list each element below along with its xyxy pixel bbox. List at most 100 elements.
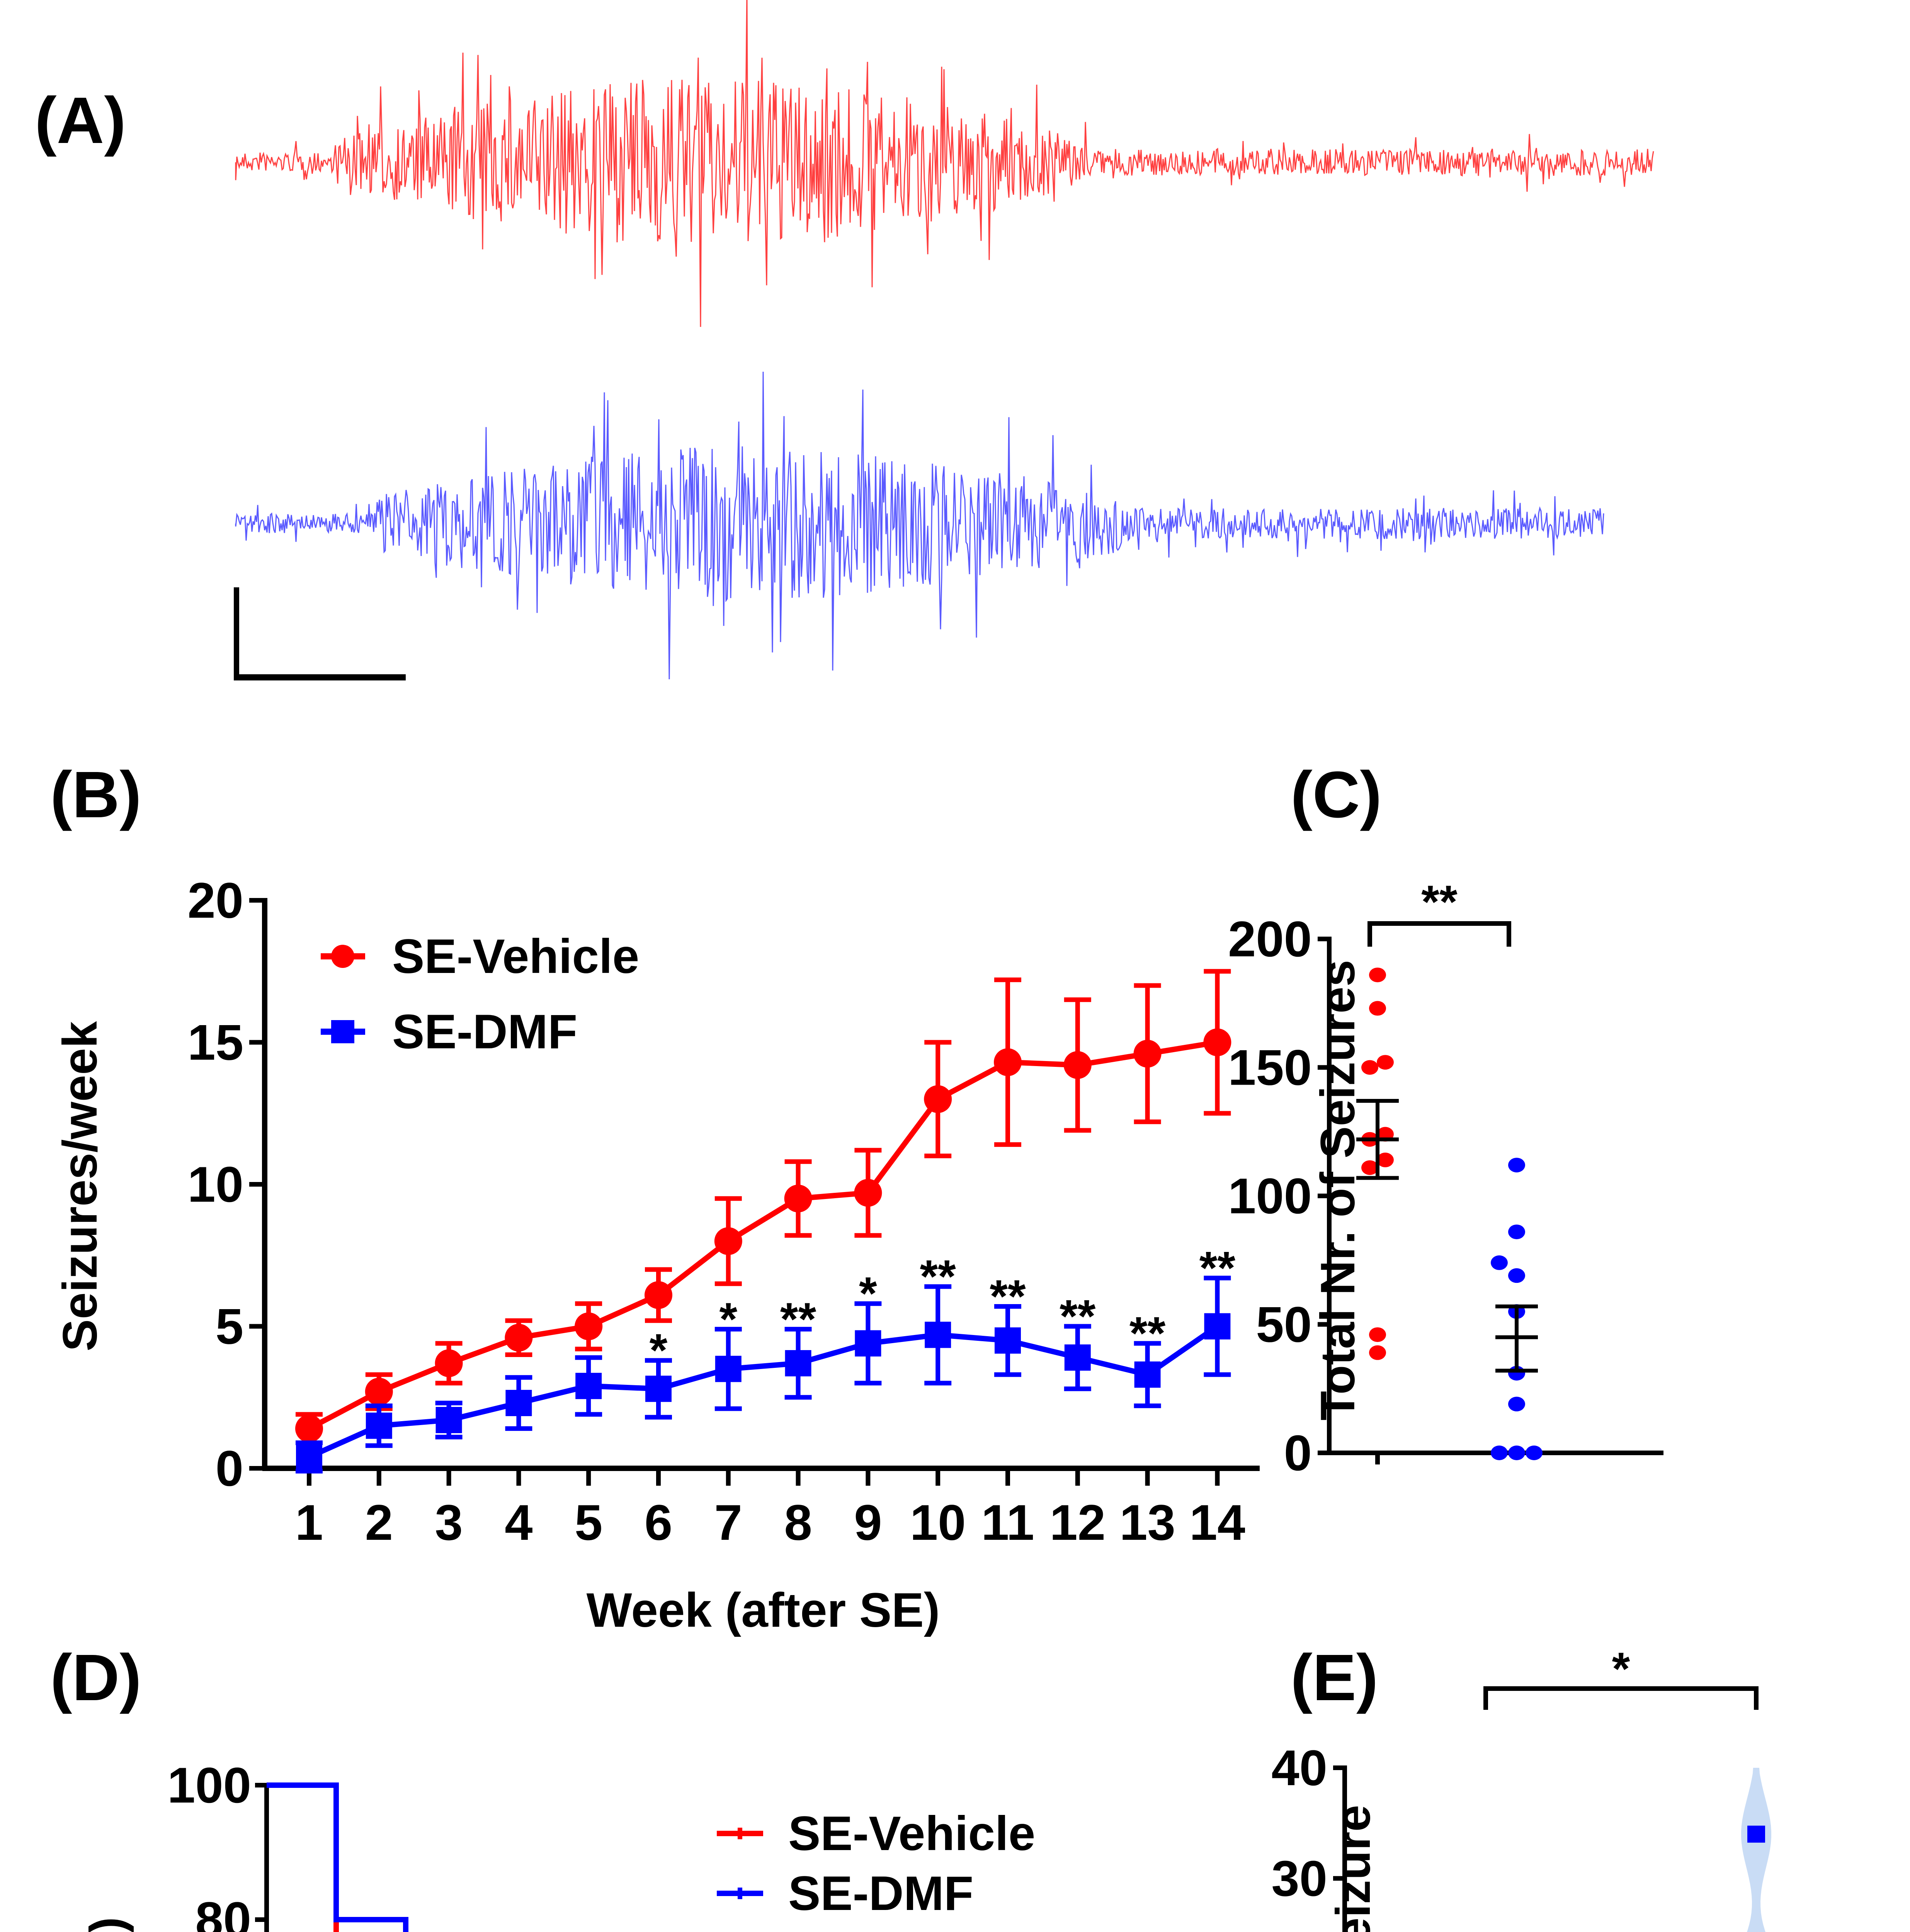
y-tick-label: 200	[1228, 911, 1312, 967]
violin-dmf	[1741, 1768, 1772, 1932]
panel-label-e: (E)	[1291, 1641, 1378, 1714]
legend-label-dmf-d: SE-DMF	[788, 1867, 973, 1920]
significance-label-c: **	[1421, 876, 1458, 928]
data-point-dmf	[1508, 1396, 1525, 1412]
data-point-vehicle	[854, 1179, 882, 1207]
data-point-vehicle	[1369, 1345, 1386, 1360]
significance-annotation: **	[1060, 1291, 1096, 1342]
data-point-vehicle	[1377, 1152, 1394, 1167]
x-tick-label: 12	[1049, 1494, 1106, 1551]
x-tick-label: 3	[435, 1494, 463, 1551]
y-tick-label: 100	[167, 1757, 251, 1813]
eeg-trace-dmf	[235, 371, 1604, 680]
x-tick-label: 4	[505, 1494, 532, 1551]
x-tick-label: 6	[645, 1494, 672, 1551]
y-tick-label: 20	[187, 872, 243, 929]
data-point-dmf	[995, 1327, 1021, 1354]
significance-label-e: *	[1612, 1643, 1630, 1695]
data-point-dmf	[435, 1407, 462, 1434]
panel-label-d: (D)	[50, 1641, 141, 1714]
y-tick-label: 80	[195, 1891, 251, 1932]
data-point-vehicle	[714, 1227, 742, 1255]
panel-label-b: (B)	[50, 758, 141, 832]
x-tick-label: 13	[1119, 1494, 1175, 1551]
significance-annotation: *	[859, 1268, 877, 1320]
legend-marker-vehicle	[331, 945, 354, 968]
x-tick-label: 5	[575, 1494, 602, 1551]
y-tick-label: 10	[187, 1156, 243, 1213]
panel-label-c: (C)	[1291, 758, 1382, 832]
panel-c-ylabel: Total Nr. of Seizures	[1311, 960, 1365, 1420]
significance-bracket-e	[1483, 1686, 1759, 1710]
panel-b-legend: SE-Vehicle SE-DMF	[321, 930, 639, 1059]
data-point-dmf	[715, 1355, 742, 1382]
data-point-dmf	[575, 1372, 602, 1399]
significance-annotation: *	[719, 1293, 737, 1345]
data-point-dmf	[1134, 1361, 1161, 1388]
panel-e-days-until-first-seizure: Days until 1st seizure 010203040 * SE-Ve…	[1271, 1643, 1772, 1932]
data-point-dmf	[1508, 1158, 1525, 1173]
x-tick-label: 1	[295, 1494, 323, 1551]
x-tick-label: 10	[910, 1494, 966, 1551]
significance-annotation: **	[990, 1270, 1026, 1322]
panel-b-xlabel: Week (after SE)	[587, 1583, 940, 1637]
data-point-dmf	[645, 1376, 672, 1402]
y-tick-label: 150	[1228, 1039, 1312, 1096]
panel-b-ylabel: Seizures/week	[53, 1021, 107, 1351]
data-point-vehicle	[295, 1415, 323, 1443]
legend-label-vehicle-d: SE-Vehicle	[788, 1807, 1035, 1861]
data-point-dmf	[1508, 1446, 1525, 1460]
data-point-dmf	[855, 1330, 881, 1357]
data-point-dmf	[296, 1444, 322, 1470]
y-tick-label: 40	[1271, 1740, 1327, 1796]
panel-d-ylabel: Seizure free (%)	[80, 1917, 134, 1932]
data-point-dmf	[785, 1350, 811, 1377]
data-point-dmf	[1204, 1313, 1231, 1340]
panel-d-legend: SE-Vehicle SE-DMF	[717, 1807, 1035, 1920]
data-point-vehicle	[435, 1349, 463, 1378]
y-tick-label: 50	[1256, 1296, 1312, 1353]
data-point-dmf	[925, 1321, 951, 1348]
x-tick-label: 11	[981, 1494, 1034, 1551]
significance-annotation: **	[920, 1251, 956, 1303]
eeg-trace-vehicle	[235, 0, 1654, 327]
data-point-dmf	[366, 1412, 392, 1439]
data-point-vehicle	[1063, 1051, 1092, 1079]
x-tick-label: 7	[714, 1494, 742, 1551]
data-point-vehicle	[784, 1184, 812, 1213]
data-point-dmf	[1508, 1268, 1525, 1283]
survival-curve-dmf	[267, 1782, 408, 1932]
panel-a-eeg-traces	[234, 0, 1654, 680]
data-point-vehicle	[365, 1378, 393, 1406]
significance-annotation: **	[1129, 1308, 1166, 1359]
legend-label-vehicle: SE-Vehicle	[392, 930, 639, 983]
data-point-vehicle	[1133, 1039, 1162, 1068]
data-point-vehicle	[1361, 1160, 1378, 1175]
y-tick-label: 0	[216, 1440, 243, 1497]
data-point-dmf	[1747, 1825, 1765, 1843]
data-point-vehicle	[645, 1281, 672, 1309]
legend-marker-dmf	[331, 1020, 354, 1043]
data-point-dmf	[1064, 1344, 1091, 1371]
data-point-dmf	[1526, 1446, 1543, 1460]
x-tick-label: 2	[365, 1494, 393, 1551]
survival-curve-vehicle	[267, 1782, 339, 1932]
y-tick-label: 100	[1228, 1168, 1312, 1224]
data-point-vehicle	[1369, 1001, 1386, 1016]
legend-label-dmf: SE-DMF	[392, 1005, 577, 1059]
significance-annotation: *	[650, 1325, 668, 1376]
panel-e-ylabel: Days until 1st seizure	[1323, 1805, 1380, 1932]
panel-label-a: (A)	[35, 84, 126, 157]
panel-c-total-seizures: Total Nr. of Seizures 0 50 100 150 200 **	[1228, 876, 1663, 1481]
significance-annotation: **	[1199, 1242, 1236, 1294]
data-point-vehicle	[994, 1048, 1022, 1076]
y-tick-label: 5	[216, 1298, 243, 1355]
significance-annotation: **	[780, 1293, 816, 1345]
data-point-dmf	[1491, 1446, 1508, 1460]
data-point-vehicle	[505, 1323, 533, 1352]
data-point-vehicle	[1361, 1060, 1378, 1075]
x-tick-label: 8	[784, 1494, 812, 1551]
data-point-vehicle	[1203, 1028, 1231, 1056]
